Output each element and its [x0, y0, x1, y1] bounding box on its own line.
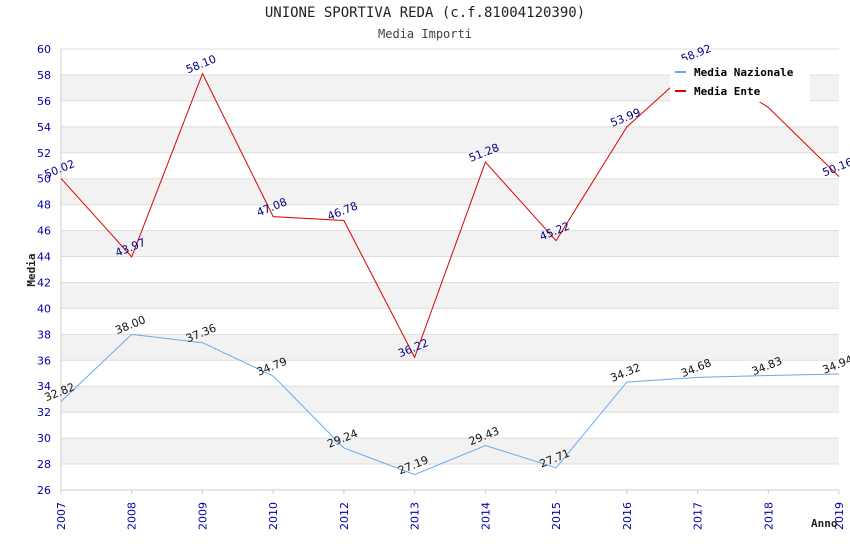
y-tick-label: 54: [37, 121, 51, 134]
x-tick-label: 2015: [550, 502, 563, 530]
series-line-media-ente: [60, 62, 840, 359]
y-tick-label: 30: [37, 432, 51, 445]
data-label: 50.16: [821, 155, 850, 179]
legend-item: Media Ente: [694, 85, 761, 98]
x-tick-label: 2007: [55, 502, 68, 530]
y-tick-label: 44: [37, 251, 51, 264]
grid-band: [61, 334, 839, 361]
chart-title: UNIONE SPORTIVA REDA (c.f.81004120390): [264, 5, 586, 21]
x-tick-label: 2013: [409, 502, 422, 530]
legend-box: [670, 60, 810, 102]
y-tick-label: 42: [37, 276, 51, 289]
x-tick-label: 2012: [338, 502, 351, 530]
x-tick-label: 2018: [762, 502, 775, 530]
x-tick-label: 2016: [621, 502, 634, 530]
y-tick-label: 34: [37, 380, 51, 393]
data-label: 53.99: [608, 106, 642, 130]
y-axis-label: Media: [25, 253, 38, 286]
y-tick-label: 48: [37, 199, 51, 212]
grid-band: [61, 178, 839, 205]
y-tick-label: 56: [37, 95, 51, 108]
y-tick-label: 46: [37, 225, 51, 238]
y-tick-label: 60: [37, 43, 51, 56]
y-tick-label: 26: [37, 484, 51, 497]
grid-band: [61, 386, 839, 413]
series-line-media-nazionale: [60, 333, 840, 476]
y-tick-label: 52: [37, 147, 51, 160]
y-tick-label: 40: [37, 302, 51, 315]
x-tick-label: 2010: [267, 502, 280, 530]
grid-band: [61, 282, 839, 309]
y-tick-label: 58: [37, 69, 51, 82]
grid-band: [61, 230, 839, 257]
x-axis-label: Anno: [811, 517, 838, 530]
data-label: 38.00: [113, 313, 147, 337]
grid-band: [61, 126, 839, 153]
x-tick-label: 2008: [126, 502, 139, 530]
y-tick-label: 32: [37, 406, 51, 419]
data-label: 58.10: [184, 52, 218, 76]
data-label: 50.02: [43, 157, 77, 181]
chart-subtitle: Media Importi: [378, 27, 472, 41]
y-tick-label: 50: [37, 173, 51, 186]
y-tick-label: 38: [37, 328, 51, 341]
x-tick-label: 2017: [692, 502, 705, 530]
y-tick-label: 28: [37, 458, 51, 471]
y-tick-label: 36: [37, 354, 51, 367]
legend-item: Media Nazionale: [694, 66, 794, 79]
x-tick-label: 2014: [479, 502, 492, 530]
x-tick-label: 2019: [833, 502, 846, 530]
x-tick-label: 2009: [196, 502, 209, 530]
